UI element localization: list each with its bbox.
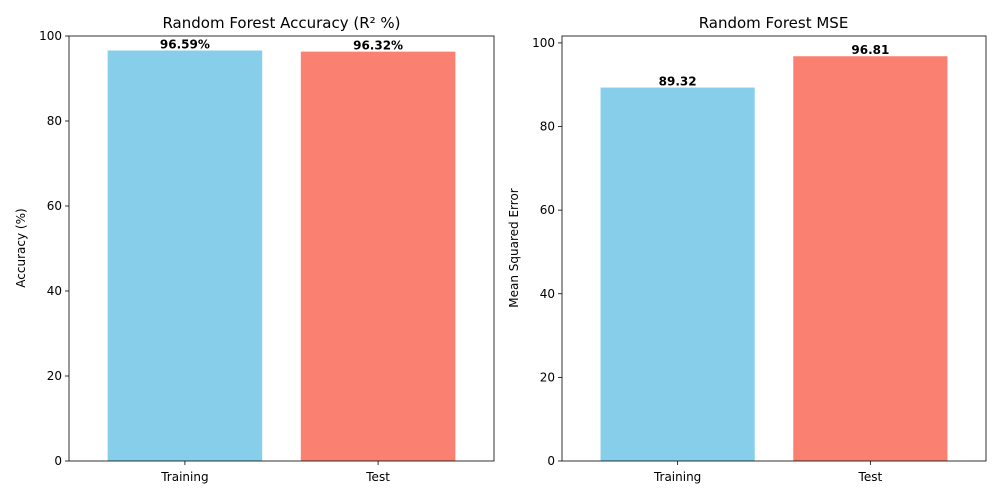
accuracy-y-tick-label: 20 — [47, 369, 62, 383]
mse-plot-area: 89.32 Training 96.81 Test 0 20 40 60 80 100 — [532, 35, 987, 484]
accuracy-data-label-test: 96.32% — [353, 39, 403, 53]
accuracy-plot-area: 96.59% Training 96.32% Test 0 20 40 60 80 100 — [39, 29, 495, 484]
accuracy-axes-frame — [68, 35, 495, 462]
accuracy-y-tick-label: 0 — [54, 454, 62, 468]
mse-y-tick-label: 0 — [547, 454, 555, 468]
mse-axes-frame — [561, 35, 987, 462]
accuracy-y-tick-label: 80 — [47, 114, 62, 128]
mse-y-tick-label: 20 — [540, 370, 555, 384]
accuracy-y-axis-label: Accuracy (%) — [14, 208, 28, 287]
accuracy-y-tick-label: 100 — [39, 29, 62, 43]
mse-y-tick-label: 60 — [540, 203, 555, 217]
accuracy-bar-test — [300, 51, 456, 461]
accuracy-bar-training — [107, 50, 263, 462]
accuracy-x-tick-label-training: Training — [160, 470, 208, 484]
accuracy-chart-title: Random Forest Accuracy (R² %) — [162, 14, 400, 32]
mse-data-label-test: 96.81 — [851, 43, 889, 57]
accuracy-y-tick-label: 60 — [47, 199, 62, 213]
mse-y-tick-label: 80 — [540, 120, 555, 134]
mse-bar-test — [793, 56, 948, 461]
mse-y-tick-label: 100 — [532, 36, 555, 50]
mse-bar-training — [600, 87, 755, 462]
mse-data-label-training: 89.32 — [659, 75, 697, 89]
accuracy-data-label-training: 96.59% — [160, 37, 210, 51]
mse-chart-panel: Random Forest MSE Mean Squared Error 89.… — [507, 14, 987, 484]
mse-y-tick-label: 40 — [540, 287, 555, 301]
mse-x-tick-label-training: Training — [653, 470, 701, 484]
mse-chart-title: Random Forest MSE — [699, 14, 849, 32]
mse-x-tick-label-test: Test — [858, 470, 883, 484]
mse-y-axis-label: Mean Squared Error — [507, 188, 521, 308]
accuracy-x-tick-label-test: Test — [365, 470, 390, 484]
accuracy-chart-panel: Random Forest Accuracy (R² %) Accuracy (… — [14, 14, 495, 484]
accuracy-y-tick-label: 40 — [47, 284, 62, 298]
